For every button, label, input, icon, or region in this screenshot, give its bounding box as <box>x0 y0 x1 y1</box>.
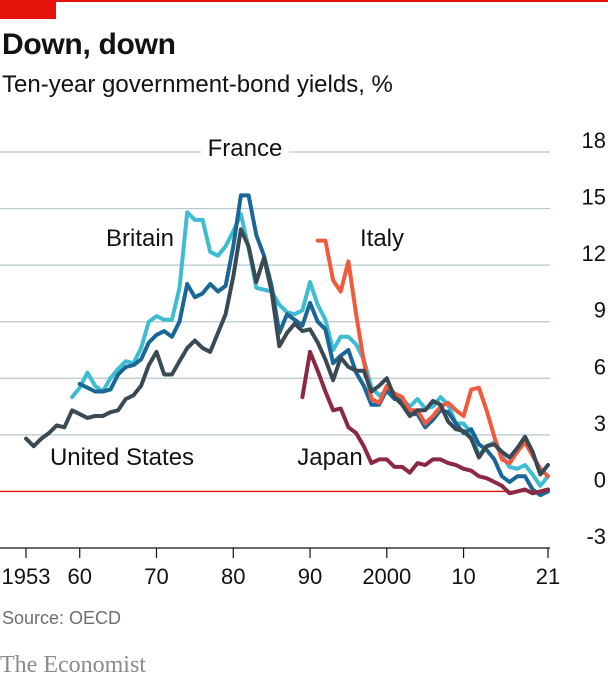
series-label-france: France <box>208 135 283 162</box>
series-layer <box>24 193 550 498</box>
line-chart: 18 15 12 9 6 3 0 -3 1953 60 70 80 90 2000 10 21 France B… <box>0 128 606 589</box>
axis-layer: 18 15 12 9 6 3 0 -3 1953 60 70 80 90 2000 10 21 <box>0 128 606 589</box>
y-tick-label: 9 <box>594 298 606 323</box>
y-tick-label: 6 <box>594 354 606 379</box>
series-label-united-states: United States <box>50 444 194 471</box>
x-tick-label: 2000 <box>362 564 411 589</box>
series-line-france <box>77 193 550 498</box>
series-label-italy: Italy <box>360 225 404 252</box>
chart-subtitle: Ten-year government-bond yields, % <box>2 71 393 98</box>
series-label-layer: France Britain Italy United States Japan <box>50 134 404 471</box>
brand-logo: The Economist <box>0 652 146 678</box>
y-tick-label: -3 <box>586 524 606 549</box>
x-tick-label: 60 <box>67 564 91 589</box>
series-line-italy <box>315 238 550 479</box>
x-tick-label: 70 <box>144 564 168 589</box>
series-line-united-states <box>24 227 550 477</box>
series-label-japan: Japan <box>297 444 362 471</box>
brand-tab <box>0 0 56 19</box>
y-tick-label: 18 <box>582 128 606 153</box>
y-tick-label: 3 <box>594 411 606 436</box>
y-tick-label: 0 <box>594 467 606 492</box>
x-tick-label: 90 <box>298 564 322 589</box>
x-tick-label: 10 <box>451 564 475 589</box>
source-note: Source: OECD <box>2 608 122 628</box>
x-tick-label: 21 <box>536 564 560 589</box>
y-tick-label: 12 <box>582 241 606 266</box>
chart-title: Down, down <box>2 28 176 61</box>
x-tick-label: 80 <box>221 564 245 589</box>
x-tick-label: 1953 <box>2 564 51 589</box>
top-accent-line <box>0 0 608 2</box>
label-bg-france <box>201 134 289 164</box>
series-label-britain: Britain <box>106 225 174 252</box>
series-line-japan <box>300 349 550 496</box>
y-tick-label: 15 <box>582 185 606 210</box>
